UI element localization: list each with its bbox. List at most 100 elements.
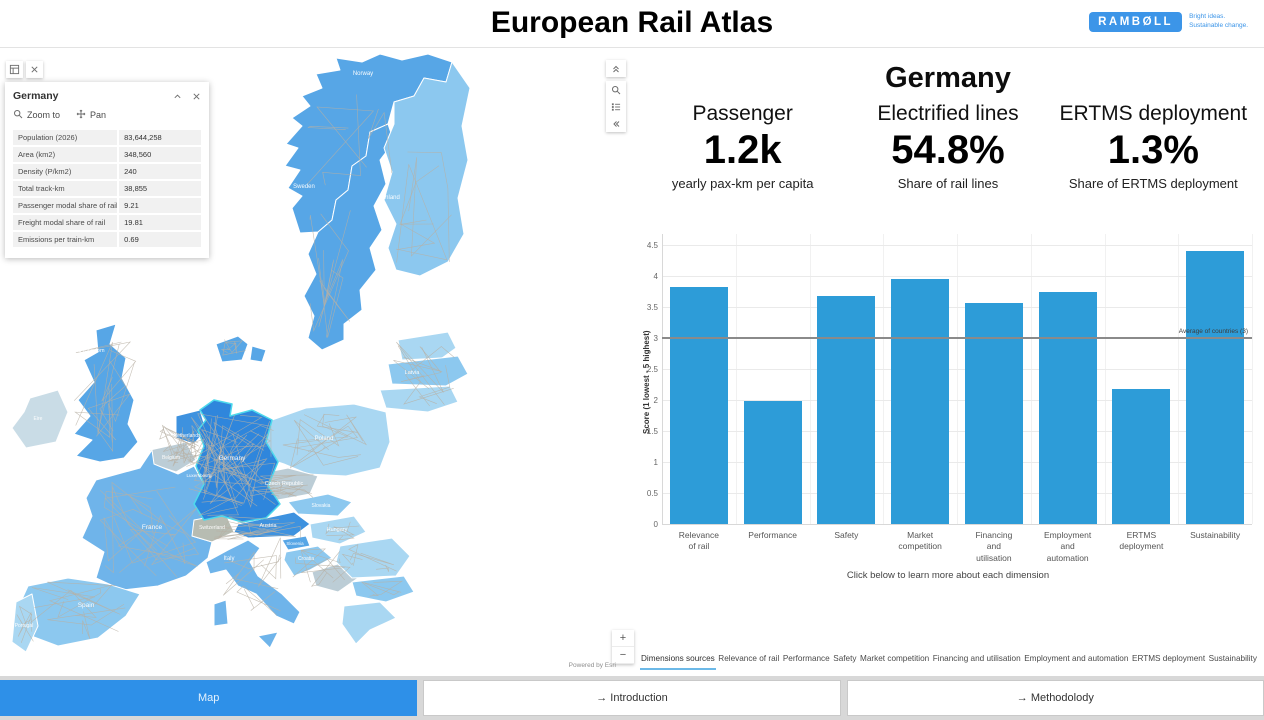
chevron-up-icon[interactable] — [173, 92, 182, 101]
popup-action-pan[interactable]: Pan — [76, 109, 106, 121]
country-romania[interactable] — [335, 537, 411, 579]
country-ireland[interactable] — [11, 389, 69, 449]
dimension-tab-market-competition[interactable]: Market competition — [859, 650, 930, 668]
popup-row: Density (P/km2) 240 — [13, 164, 201, 179]
popup-row-label: Density (P/km2) — [13, 164, 118, 179]
kpi-row: Passenger 1.2k yearly pax-km per capita Ele… — [632, 102, 1264, 191]
gridline — [662, 400, 1252, 401]
map-popup: Germany Zoom to Pan Population (2026) 83,6… — [5, 82, 209, 258]
y-tick-label: 0.5 — [646, 489, 658, 498]
country-bulgaria[interactable] — [351, 575, 415, 603]
nav-button-introduction[interactable]: → Introduction — [423, 680, 841, 716]
y-axis-label: Score (1 lowest - 5 highest) — [642, 330, 651, 434]
popup-row-label: Total track-km — [13, 181, 118, 196]
popup-row: Passenger modal share of rail 9.21 — [13, 198, 201, 213]
average-reference-line — [662, 337, 1252, 339]
x-category-label-ertms-deployment: ERTMS deployment — [1119, 530, 1164, 552]
country-label-netherlands: Netherlands — [174, 433, 201, 439]
ramboll-tagline: Bright ideas. Sustainable change. — [1189, 13, 1248, 29]
popup-row: Freight modal share of rail 19.81 — [13, 215, 201, 230]
gridline — [662, 307, 1252, 308]
country-label-austria: Austria — [259, 523, 277, 529]
pan-icon — [76, 109, 86, 121]
dimension-tab-relevance-of-rail[interactable]: Relevance of rail — [717, 650, 780, 668]
country-sardinia[interactable] — [213, 599, 229, 627]
country-label-norway: Norway — [353, 71, 373, 77]
y-tick-label: 1 — [653, 458, 658, 467]
bar-market-competition[interactable] — [891, 279, 950, 524]
country-label-germany: Germany — [219, 455, 246, 462]
close-icon[interactable] — [26, 61, 43, 78]
collapse-left-icon[interactable] — [606, 115, 626, 132]
bar-sustainability[interactable] — [1186, 251, 1245, 524]
zoom-out-button[interactable]: − — [612, 647, 634, 664]
gridline-vertical — [957, 234, 958, 524]
dimension-tab-sustainability[interactable]: Sustainability — [1208, 650, 1258, 668]
country-label-finland: Finland — [380, 195, 400, 201]
score-chart: Score (1 lowest - 5 highest) 0 0.5 1 1.5 2 2.… — [632, 48, 1264, 676]
country-united-kingdom[interactable] — [73, 323, 139, 463]
average-line-label: Average of countries (3) — [1178, 328, 1248, 335]
dimension-tab-dimensions-sources[interactable]: Dimensions sources — [640, 650, 716, 670]
kpi-subtitle: yearly pax-km per capita — [671, 176, 814, 191]
kpi-value: 1.2k — [703, 128, 782, 172]
y-tick-label: 3 — [653, 334, 658, 343]
country-slovenia[interactable] — [281, 535, 311, 551]
search-icon[interactable] — [606, 81, 626, 98]
close-icon[interactable] — [192, 92, 201, 101]
popup-row: Population (2026) 83,644,258 — [13, 130, 201, 145]
x-category-label-sustainability: Sustainability — [1190, 530, 1241, 540]
gridline — [662, 276, 1252, 277]
country-title: Germany — [885, 62, 1011, 94]
ramboll-logo: RAMBØLL Bright ideas. Sustainable change… — [1089, 12, 1248, 32]
popup-row-value: 0.69 — [119, 232, 201, 247]
x-category-label-market-competition: Market competition — [898, 530, 942, 552]
x-axis-line — [662, 524, 1252, 525]
country-slovakia[interactable] — [287, 493, 353, 517]
dimension-tab-performance[interactable]: Performance — [782, 650, 831, 668]
dimension-tab-safety[interactable]: Safety — [832, 650, 857, 668]
country-sicily[interactable] — [257, 631, 279, 649]
popup-row-label: Area (km2) — [13, 147, 118, 162]
country-greece[interactable] — [341, 601, 397, 645]
popup-row-value: 19.81 — [119, 215, 201, 230]
country-denmark[interactable] — [215, 335, 249, 363]
double-chevron-up-icon[interactable] — [606, 60, 626, 77]
popup-table: Population (2026) 83,644,258 Area (km2) 348… — [5, 130, 209, 258]
country-italy[interactable] — [205, 539, 301, 625]
country-label-croatia: Croatia — [298, 556, 314, 562]
popup-row-label: Emissions per train-km — [13, 232, 118, 247]
popup-row-value: 348,560 — [119, 147, 201, 162]
kpi-title: ERTMS deployment — [1059, 102, 1248, 125]
zoom-in-button[interactable]: + — [612, 630, 634, 647]
legend-icon[interactable] — [606, 98, 626, 115]
popup-actions: Zoom to Pan — [5, 106, 209, 130]
country-denmark-island[interactable] — [249, 345, 267, 363]
gridline-vertical — [1030, 234, 1032, 524]
country-label-portugal: Portugal — [15, 623, 34, 629]
nav-button-map[interactable]: Map — [0, 680, 418, 716]
bar-employment-and-automation[interactable] — [1038, 291, 1097, 524]
bar-safety[interactable] — [817, 296, 876, 524]
x-category-label-financing-and-utilisation: Financing and utilisation — [975, 530, 1013, 563]
kpi-value: 1.3% — [1107, 128, 1199, 172]
dimension-tab-employment-and-automation[interactable]: Employment and automation — [1023, 650, 1129, 668]
bar-financing-and-utilisation[interactable] — [964, 302, 1023, 524]
dimension-tab-financing-and-utilisation[interactable]: Financing and utilisation — [932, 650, 1022, 668]
europe-map[interactable]: Norway Sweden Finland United Kingdom Eire Lat… — [0, 48, 632, 676]
bar-relevance-of-rail[interactable] — [669, 287, 728, 524]
popup-action-zoom-to[interactable]: Zoom to — [13, 109, 60, 121]
bar-performance[interactable] — [743, 401, 802, 524]
nav-button-methodolody[interactable]: → Methodolody — [846, 680, 1264, 716]
map-attribution: Powered by Esri — [568, 662, 616, 669]
popup-row-value: 9.21 — [119, 198, 201, 213]
dimension-tab-ertms-deployment[interactable]: ERTMS deployment — [1131, 650, 1206, 668]
gridline — [662, 431, 1252, 432]
x-category-label-safety: Safety — [834, 530, 859, 540]
x-category-label-employment-and-automation: Employment and automation — [1044, 530, 1092, 563]
dimension-tabs: Dimensions sources Relevance of rail Perfo… — [640, 650, 1258, 670]
bar-ertms-deployment[interactable] — [1112, 389, 1171, 524]
grid-icon[interactable] — [6, 61, 23, 78]
country-label-spain: Spain — [78, 602, 95, 609]
x-category-label-relevance-of-rail: Relevance of rail — [678, 530, 719, 552]
